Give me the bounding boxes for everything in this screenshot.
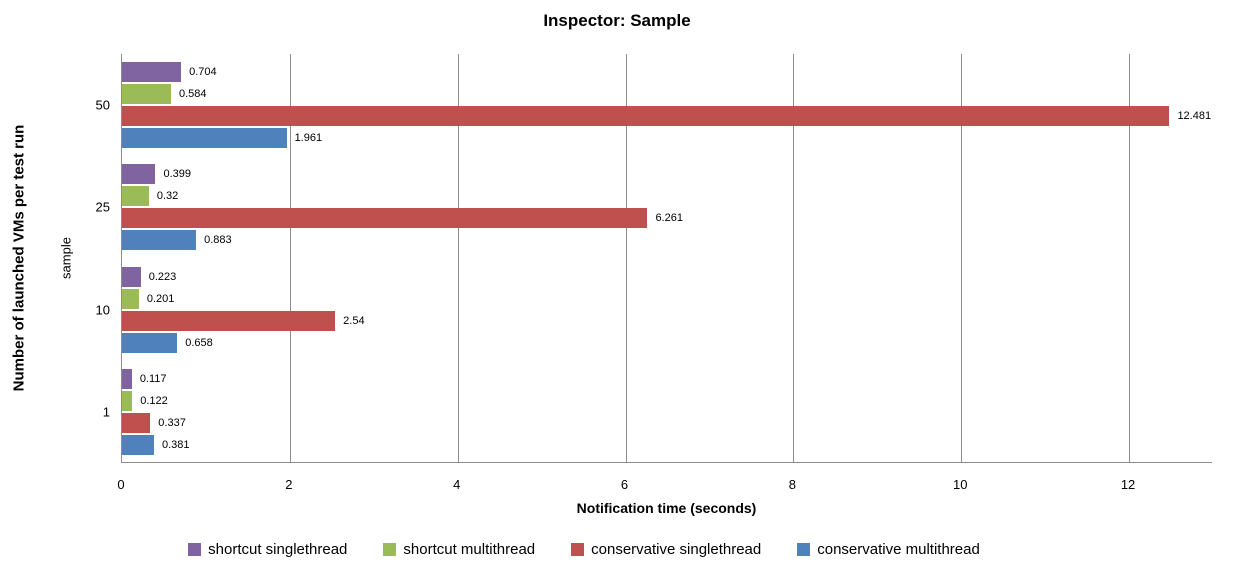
legend: shortcut singlethread shortcut multithrea… — [0, 541, 1168, 558]
legend-swatch-icon — [383, 543, 397, 556]
bar-group-25: 0.399 0.32 6.261 0.883 — [122, 156, 1212, 258]
legend-item-shortcut-singlethread: shortcut singlethread — [188, 541, 347, 558]
x-tick-label-4: 4 — [453, 477, 461, 492]
bar-row: 0.704 — [122, 62, 1212, 83]
legend-swatch-icon — [797, 543, 811, 556]
bar-value-label: 0.381 — [161, 438, 190, 451]
x-tick-label-0: 0 — [117, 477, 125, 492]
gridline-x-2 — [289, 54, 291, 462]
bar-conservative-multithread-10 — [122, 332, 178, 353]
legend-swatch-icon — [188, 543, 202, 556]
bar-shortcut-singlethread-25 — [122, 164, 156, 185]
x-tick-label-12: 12 — [1120, 477, 1136, 492]
bar-row: 0.201 — [122, 288, 1212, 309]
y-tick-label-25: 25 — [95, 199, 110, 215]
bar-shortcut-multithread-25 — [122, 186, 149, 207]
bar-group-10: 0.223 0.201 2.54 0.658 — [122, 259, 1212, 361]
bar-conservative-multithread-25 — [122, 230, 197, 251]
legend-item-conservative-singlethread: conservative singlethread — [571, 541, 761, 558]
gridline-x-6 — [625, 54, 627, 462]
gridline-x-12 — [1129, 54, 1131, 462]
y-tick-label-10: 10 — [95, 302, 110, 318]
bar-value-label: 1.961 — [294, 132, 323, 145]
bar-conservative-singlethread-50 — [122, 106, 1170, 127]
bar-group-50: 0.704 0.584 12.481 1.961 — [122, 54, 1212, 156]
bar-conservative-multithread-1 — [122, 434, 154, 455]
x-tick-label-2: 2 — [285, 477, 293, 492]
y-tick-label-50: 50 — [95, 97, 110, 113]
chart-title: Inspector: Sample — [543, 11, 691, 30]
bar-value-label: 0.201 — [146, 292, 175, 305]
bar-value-label: 0.658 — [185, 336, 213, 349]
legend-label: shortcut singlethread — [208, 541, 348, 558]
x-tick-label-6: 6 — [620, 477, 629, 492]
y-tick-label-1: 1 — [102, 404, 110, 420]
bar-row: 0.32 — [122, 186, 1212, 207]
x-axis-label: Notification time (seconds) — [576, 500, 757, 516]
bar-value-label: 0.32 — [156, 190, 179, 203]
bar-shortcut-singlethread-1 — [122, 368, 132, 389]
gridline-x-10 — [961, 54, 963, 462]
bar-value-label: 0.337 — [158, 416, 186, 429]
legend-label: shortcut multithread — [403, 541, 536, 558]
bar-row: 0.381 — [122, 434, 1212, 455]
bar-row: 0.584 — [122, 84, 1212, 105]
gridline-x-8 — [793, 54, 795, 462]
legend-label: conservative multithread — [817, 541, 980, 558]
bar-row: 0.122 — [122, 390, 1212, 411]
bar-value-label: 0.399 — [163, 168, 192, 181]
bar-row: 6.261 — [122, 208, 1212, 229]
bar-row: 0.337 — [122, 412, 1212, 433]
bar-row: 0.399 — [122, 164, 1212, 185]
y-axis-label-secondary: sample — [58, 237, 74, 279]
legend-item-conservative-multithread: conservative multithread — [797, 541, 980, 558]
bar-group-1: 0.117 0.122 0.337 0.381 — [122, 361, 1212, 463]
x-tick-label-8: 8 — [788, 477, 796, 492]
x-tick-label-10: 10 — [952, 477, 968, 492]
bar-shortcut-singlethread-50 — [122, 62, 182, 83]
legend-label: conservative singlethread — [591, 541, 762, 558]
plot-area: 0.704 0.584 12.481 1.961 0.399 0.32 6.261 0.883… — [121, 54, 1212, 463]
bar-conservative-singlethread-10 — [122, 310, 336, 331]
gridline-x-4 — [457, 54, 459, 462]
bar-shortcut-multithread-1 — [122, 390, 133, 411]
bar-value-label: 12.481 — [1177, 110, 1212, 123]
bar-row: 0.883 — [122, 230, 1212, 251]
bar-shortcut-multithread-50 — [122, 84, 171, 105]
bar-shortcut-multithread-10 — [122, 288, 139, 309]
legend-item-shortcut-multithread: shortcut multithread — [383, 541, 535, 558]
bar-row: 12.481 — [122, 106, 1212, 127]
bar-value-label: 0.117 — [139, 372, 167, 385]
bar-value-label: 2.54 — [343, 314, 365, 327]
bar-value-label: 0.223 — [148, 270, 177, 283]
bar-conservative-multithread-50 — [122, 128, 287, 149]
bar-conservative-singlethread-25 — [122, 208, 648, 229]
bar-row: 1.961 — [122, 128, 1212, 149]
bar-value-label: 0.584 — [179, 88, 207, 101]
bar-value-label: 0.883 — [204, 234, 232, 247]
bar-shortcut-singlethread-10 — [122, 266, 141, 287]
bar-value-label: 6.261 — [655, 212, 683, 225]
bar-row: 2.54 — [122, 310, 1212, 331]
bar-row: 0.117 — [122, 368, 1212, 389]
y-axis-label-primary: Number of launched VMs per test run — [10, 124, 28, 392]
bar-row: 0.223 — [122, 266, 1212, 287]
bar-value-label: 0.122 — [140, 394, 168, 407]
bar-value-label: 0.704 — [189, 66, 217, 79]
bar-conservative-singlethread-1 — [122, 412, 151, 433]
bar-row: 0.658 — [122, 332, 1212, 353]
legend-swatch-icon — [571, 543, 585, 556]
